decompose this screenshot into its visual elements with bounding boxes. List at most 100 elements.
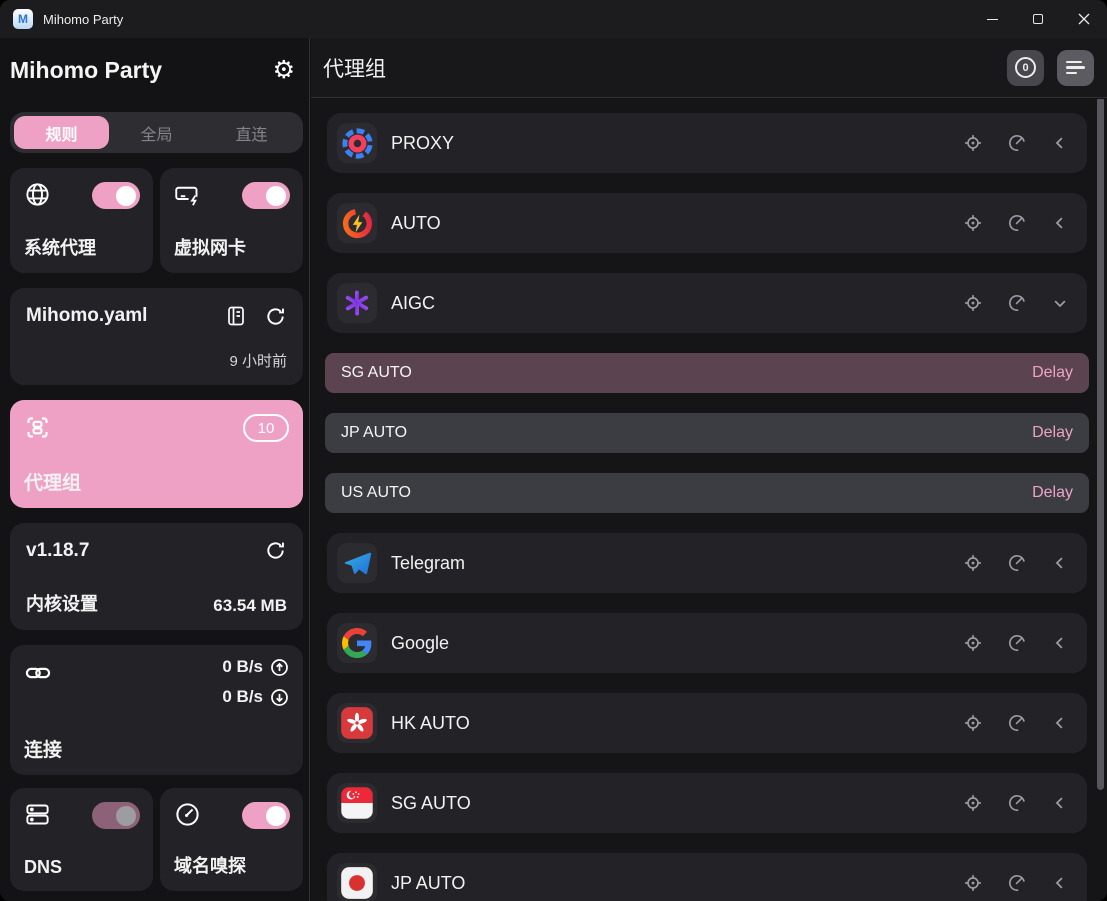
sniffer-toggle[interactable] [242,802,290,829]
group-name: SG AUTO [391,792,471,813]
locate-icon[interactable] [963,553,983,573]
chevron-down-icon[interactable] [1051,294,1069,312]
speed-test-icon[interactable] [1007,793,1027,813]
sniffer-label: 域名嗅探 [174,856,246,876]
page-title: 代理组 [323,57,386,81]
sidebar-app-title: Mihomo Party [10,57,163,83]
proxy-groups-label: 代理组 [24,473,82,494]
dns-toggle[interactable] [92,802,140,829]
tab-global-mode[interactable]: 全局 [140,126,173,144]
group-row-telegram[interactable]: Telegram [327,533,1087,593]
virtual-nic-card[interactable]: 虚拟网卡 [160,168,303,273]
minimize-button[interactable] [969,0,1015,38]
proxy-item-jp-auto[interactable]: JP AUTO Delay [325,413,1089,453]
dns-card[interactable]: DNS [10,788,153,891]
link-icon [25,667,51,679]
hong-kong-flag [337,703,377,743]
telegram-logo [337,543,377,583]
locate-icon[interactable] [963,713,983,733]
scrollbar-thumb[interactable] [1097,99,1104,790]
close-icon [1078,13,1090,25]
group-name: Telegram [391,552,466,573]
chevron-left-icon[interactable] [1051,714,1069,732]
speed-test-icon[interactable] [1007,213,1027,233]
group-name: PROXY [391,132,455,153]
locate-icon[interactable] [963,793,983,813]
virtual-nic-toggle[interactable] [242,182,290,209]
system-proxy-card[interactable]: 系统代理 [10,168,153,273]
minimize-icon [986,18,998,20]
tab-rule-mode[interactable]: 规则 [14,116,109,149]
main-header: 代理组 0 [311,38,1107,98]
core-refresh-icon[interactable] [264,539,287,562]
group-row-google[interactable]: Google [327,613,1087,673]
proxy-group-icon [27,417,48,438]
profile-updated-time: 9 小时前 [229,353,287,370]
proxy-item-us-auto[interactable]: US AUTO Delay [325,473,1089,513]
openai-logo [337,283,377,323]
profile-card[interactable]: Mihomo.yaml 9 小时前 [10,288,303,385]
sidebar: Mihomo Party ⚙ 规则 全局 直连 系统代理 虚拟网卡 [0,38,310,901]
dns-label: DNS [24,857,63,877]
list-layout-button[interactable] [1057,49,1094,86]
chevron-left-icon[interactable] [1051,634,1069,652]
proxy-group-list: PROXY AUTO [311,99,1107,901]
speed-test-icon[interactable] [1007,553,1027,573]
group-row-hk-auto[interactable]: HK AUTO [327,693,1087,753]
locate-icon[interactable] [963,633,983,653]
core-version: v1.18.7 [26,539,90,561]
locate-icon[interactable] [963,873,983,893]
sniffer-card[interactable]: 域名嗅探 [160,788,303,891]
close-button[interactable] [1061,0,1107,38]
proxy-delay[interactable]: Delay [1032,484,1073,501]
group-row-aigc[interactable]: AIGC [327,273,1087,333]
window-title: Mihomo Party [43,11,124,27]
group-name: Google [391,632,450,653]
speed-test-icon[interactable] [1007,713,1027,733]
chevron-left-icon[interactable] [1051,794,1069,812]
group-row-sg-auto[interactable]: SG AUTO [327,773,1087,833]
speed-test-icon[interactable] [1007,133,1027,153]
core-memory-value: 63.54 MB [213,596,287,615]
proxy-delay[interactable]: Delay [1032,424,1073,441]
upload-speed: 0 B/s [222,657,263,676]
settings-gear-icon[interactable]: ⚙ [272,56,295,84]
chevron-left-icon[interactable] [1051,214,1069,232]
core-settings-label: 内核设置 [26,594,98,614]
singapore-flag [337,783,377,823]
locate-icon[interactable] [963,133,983,153]
chevron-left-icon[interactable] [1051,134,1069,152]
aperture-logo [337,123,377,163]
maximize-button[interactable] [1015,0,1061,38]
chevron-left-icon[interactable] [1051,554,1069,572]
speed-test-icon[interactable] [1007,873,1027,893]
virtual-nic-label: 虚拟网卡 [174,238,246,258]
group-row-proxy[interactable]: PROXY [327,113,1087,173]
speed-test-icon[interactable] [1007,293,1027,313]
system-proxy-toggle[interactable] [92,182,140,209]
chevron-left-icon[interactable] [1051,874,1069,892]
profile-doc-icon[interactable] [224,304,248,328]
system-proxy-label: 系统代理 [24,238,96,258]
list-lines-icon [1066,58,1085,77]
maximize-icon [1033,14,1043,24]
proxy-item-sg-auto[interactable]: SG AUTO Delay [325,353,1089,393]
proxy-delay[interactable]: Delay [1032,364,1073,381]
core-settings-card[interactable]: v1.18.7 内核设置 63.54 MB [10,523,303,630]
group-name: AUTO [391,212,441,233]
group-row-jp-auto[interactable]: JP AUTO [327,853,1087,901]
download-speed: 0 B/s [222,687,263,706]
sidebar-item-proxy-groups[interactable]: 10 代理组 [10,400,303,508]
proxy-group-count-badge: 10 [243,414,289,442]
connections-card[interactable]: 0 B/s 0 B/s 连接 [10,645,303,775]
speed-test-icon[interactable] [1007,633,1027,653]
group-row-auto[interactable]: AUTO [327,193,1087,253]
group-name: JP AUTO [391,872,466,893]
locate-icon[interactable] [963,293,983,313]
tab-direct-mode[interactable]: 直连 [235,126,268,144]
locate-icon[interactable] [963,213,983,233]
group-name: AIGC [391,292,436,313]
profile-refresh-icon[interactable] [264,305,287,328]
delay-zero-button[interactable]: 0 [1007,49,1044,86]
